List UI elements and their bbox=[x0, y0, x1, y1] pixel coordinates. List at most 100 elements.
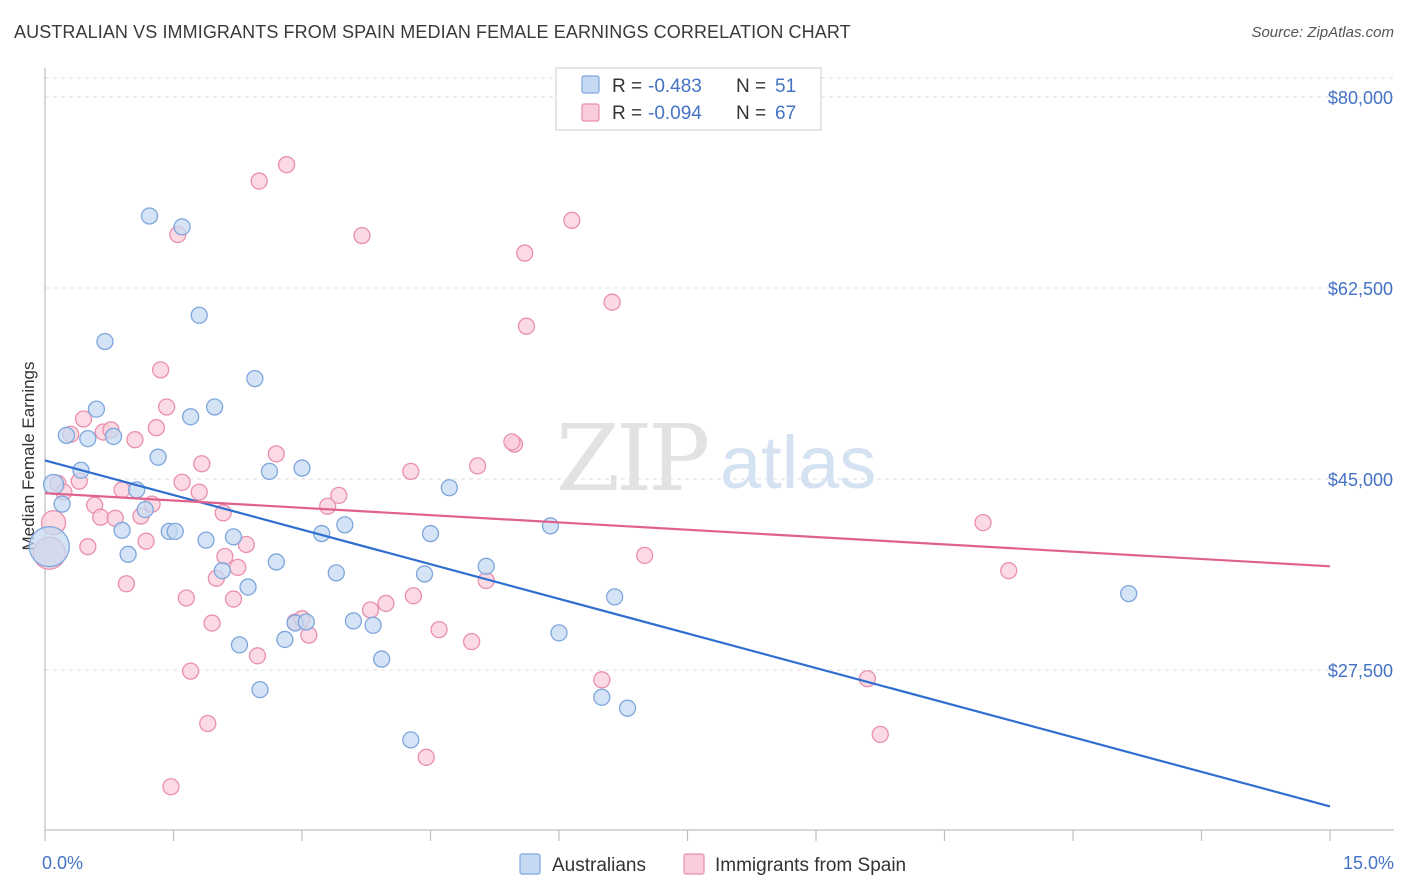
legend-r-value-spain: -0.094 bbox=[648, 103, 702, 124]
data-point bbox=[421, 524, 440, 543]
data-point bbox=[136, 500, 154, 519]
source-label: Source: ZipAtlas.com bbox=[1251, 24, 1394, 41]
data-point bbox=[181, 662, 200, 680]
watermark-atlas: atlas bbox=[720, 421, 876, 504]
data-point bbox=[516, 244, 534, 262]
data-point bbox=[293, 459, 311, 477]
data-point bbox=[541, 517, 560, 535]
data-point bbox=[237, 535, 255, 554]
data-point bbox=[57, 426, 76, 444]
data-point bbox=[353, 226, 371, 245]
data-point bbox=[377, 594, 395, 613]
y-tick-label: $45,000 bbox=[1328, 470, 1393, 490]
data-point bbox=[344, 612, 363, 630]
data-point bbox=[113, 481, 131, 499]
data-point bbox=[137, 532, 155, 550]
data-point bbox=[276, 630, 294, 649]
data-point bbox=[239, 578, 257, 596]
data-point bbox=[117, 575, 136, 593]
data-point bbox=[563, 211, 581, 229]
data-point bbox=[593, 671, 611, 689]
data-point bbox=[330, 486, 348, 505]
data-point bbox=[267, 445, 285, 463]
data-point bbox=[162, 778, 180, 796]
data-point bbox=[157, 398, 176, 416]
data-point bbox=[1000, 562, 1018, 580]
data-point bbox=[113, 521, 131, 539]
data-point bbox=[462, 632, 481, 651]
data-point bbox=[147, 419, 166, 437]
legend-r-label-australians: R = bbox=[612, 76, 642, 97]
data-point bbox=[364, 616, 382, 634]
data-point bbox=[440, 479, 458, 497]
data-point bbox=[636, 546, 654, 565]
data-point bbox=[216, 547, 234, 566]
data-point bbox=[593, 688, 611, 706]
y-axis-label: Median Female Earnings bbox=[19, 362, 38, 551]
data-point bbox=[205, 398, 224, 416]
data-point bbox=[224, 590, 243, 608]
data-point bbox=[246, 369, 264, 388]
data-point bbox=[177, 589, 196, 607]
data-point bbox=[327, 564, 345, 582]
series-australians bbox=[28, 207, 1138, 749]
data-point bbox=[606, 588, 624, 606]
data-point bbox=[603, 293, 621, 311]
data-point bbox=[974, 514, 992, 532]
data-point bbox=[190, 306, 208, 324]
data-point bbox=[166, 522, 184, 541]
data-point bbox=[361, 601, 380, 619]
legend-n-value-australians: 51 bbox=[775, 76, 796, 97]
x-tick-marks bbox=[44, 830, 1331, 841]
x-tick-label-max: 15.0% bbox=[1343, 853, 1394, 873]
data-point bbox=[402, 731, 420, 749]
data-point bbox=[297, 613, 315, 631]
watermark: ZIP atlas bbox=[556, 405, 876, 512]
y-tick-labels: $27,500 $45,000 $62,500 $80,000 bbox=[1328, 88, 1393, 681]
data-point bbox=[230, 636, 249, 654]
data-point bbox=[477, 557, 495, 575]
data-point bbox=[190, 483, 208, 501]
legend-box bbox=[555, 67, 822, 131]
data-point bbox=[199, 714, 217, 733]
data-point bbox=[277, 156, 296, 174]
data-point bbox=[173, 473, 191, 491]
data-point bbox=[53, 495, 71, 513]
data-point bbox=[87, 400, 106, 418]
data-point bbox=[468, 457, 487, 475]
x-tick-label-min: 0.0% bbox=[42, 853, 83, 873]
trend-line-immigrants-from-spain bbox=[44, 492, 1331, 568]
data-point bbox=[248, 647, 267, 665]
data-point bbox=[173, 218, 191, 236]
data-point bbox=[151, 361, 170, 379]
bottom-legend-swatch-immigrants-from-spain bbox=[683, 853, 705, 875]
legend-r-label-spain: R = bbox=[612, 103, 642, 124]
data-point bbox=[871, 725, 889, 744]
data-point bbox=[430, 620, 448, 639]
watermark-zip: ZIP bbox=[556, 405, 707, 512]
data-point bbox=[126, 431, 144, 449]
data-point bbox=[79, 429, 97, 448]
data-point bbox=[74, 410, 93, 428]
data-point bbox=[260, 462, 279, 481]
data-point bbox=[336, 516, 354, 534]
data-point bbox=[28, 526, 70, 568]
y-tick-label: $80,000 bbox=[1328, 88, 1393, 108]
data-point bbox=[550, 624, 568, 642]
data-point bbox=[251, 680, 269, 699]
legend-swatch-immigrants-from-spain bbox=[581, 103, 600, 122]
legend-swatch-australians bbox=[581, 75, 600, 94]
y-tick-label: $62,500 bbox=[1328, 279, 1393, 299]
data-point bbox=[92, 508, 110, 526]
bottom-legend-label-immigrants-from-spain: Immigrants from Spain bbox=[715, 855, 906, 876]
data-point bbox=[402, 462, 420, 481]
data-point bbox=[149, 448, 167, 466]
data-point bbox=[42, 473, 65, 496]
data-point bbox=[104, 427, 123, 446]
data-point bbox=[140, 207, 159, 225]
data-point bbox=[404, 587, 423, 605]
data-point bbox=[250, 172, 268, 190]
bottom-legend-label-australians: Australians bbox=[552, 855, 646, 876]
data-point bbox=[224, 528, 243, 546]
